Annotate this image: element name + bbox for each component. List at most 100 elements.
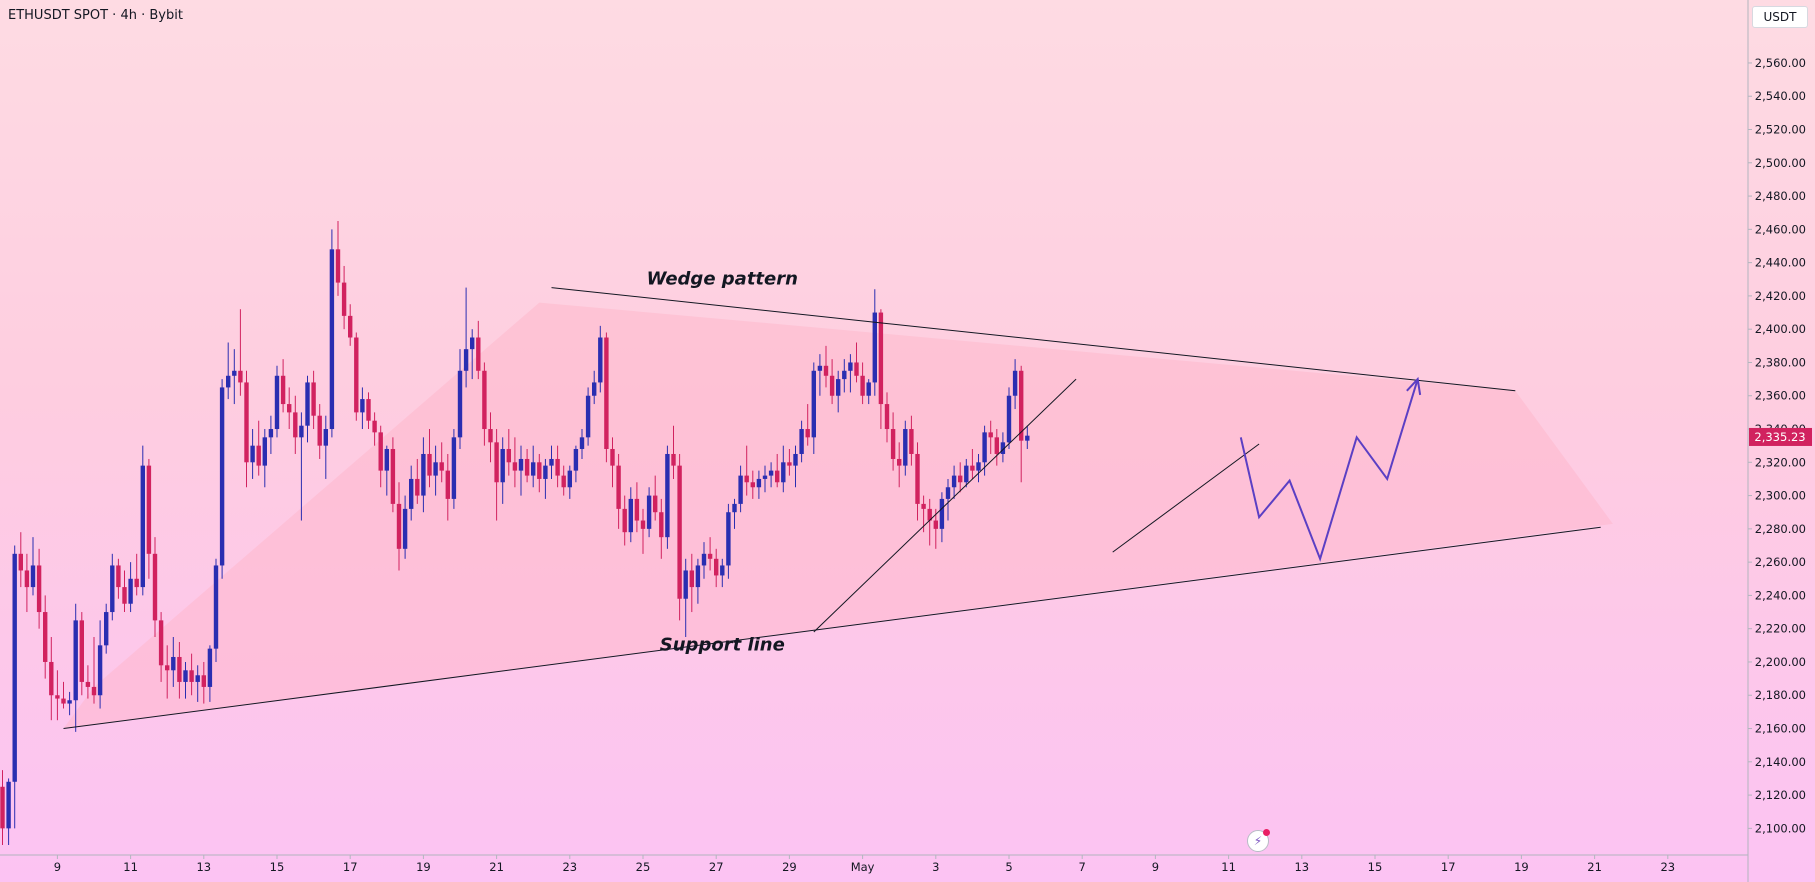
candle <box>518 445 524 496</box>
currency-unit-button[interactable]: USDT <box>1752 6 1808 28</box>
candle-body <box>665 453 670 538</box>
candle-body <box>372 420 377 433</box>
candle <box>299 412 304 521</box>
candle <box>1006 387 1012 449</box>
candle-body <box>256 445 261 466</box>
candle <box>848 354 853 393</box>
candle-body <box>67 700 72 704</box>
wedge-top-line[interactable] <box>551 287 1516 392</box>
candle <box>634 482 640 533</box>
candle-body <box>677 465 682 599</box>
candle <box>262 429 267 488</box>
candle <box>854 342 859 383</box>
candle-body <box>427 453 432 476</box>
candle <box>585 387 591 446</box>
candle-body <box>341 282 347 316</box>
candle <box>341 265 347 330</box>
candle <box>604 332 609 463</box>
candle <box>152 537 158 638</box>
candle <box>158 612 164 682</box>
candle <box>207 645 213 702</box>
candle <box>280 359 286 413</box>
candle <box>451 429 457 509</box>
candle-body <box>317 415 322 446</box>
price-tick-label: 2,500.00 <box>1755 156 1806 170</box>
candle-body <box>244 382 249 463</box>
candle <box>524 448 530 483</box>
candle-body <box>1000 442 1006 454</box>
candle <box>951 465 957 499</box>
candle <box>976 453 981 483</box>
price-tick-label: 2,240.00 <box>1755 588 1806 602</box>
candle-body <box>219 387 225 566</box>
candle-body <box>939 498 945 529</box>
candle <box>354 332 359 421</box>
candle <box>24 553 30 613</box>
candle <box>549 445 554 479</box>
candle-body <box>171 656 176 671</box>
candle-body <box>884 404 890 430</box>
candle-body <box>457 370 463 438</box>
trend-line[interactable] <box>813 378 1077 633</box>
candle-body <box>207 648 213 687</box>
candle <box>506 429 511 476</box>
candle <box>49 637 54 721</box>
candle <box>1025 425 1030 449</box>
candle <box>390 437 396 513</box>
candle <box>738 465 743 513</box>
candle <box>799 420 804 463</box>
trend-line[interactable] <box>1112 443 1260 553</box>
candle-body <box>311 382 316 416</box>
candle <box>665 445 670 549</box>
candle <box>915 442 920 521</box>
candle <box>945 478 951 521</box>
candle-body <box>226 375 231 388</box>
candle-body <box>1006 395 1012 443</box>
candle <box>366 392 371 430</box>
candle <box>781 445 786 493</box>
candle <box>396 482 402 571</box>
candle <box>811 362 816 454</box>
candle-body <box>299 425 304 438</box>
candle <box>793 445 798 488</box>
time-tick-label: 11 <box>1221 860 1236 874</box>
candle-body <box>805 429 810 438</box>
candle-body <box>287 404 292 413</box>
annotation-label: Support line <box>660 634 785 655</box>
candle-body <box>354 337 359 413</box>
time-tick-label: 27 <box>709 860 724 874</box>
candle-body <box>604 337 609 449</box>
time-tick-label: 29 <box>782 860 797 874</box>
candle-body <box>232 370 237 376</box>
lightning-icon[interactable]: ⚡ <box>1247 829 1270 852</box>
candle <box>756 470 762 499</box>
candle-body <box>433 462 438 476</box>
candle-body <box>689 570 694 588</box>
price-tick-label: 2,320.00 <box>1755 455 1806 469</box>
candle-body <box>1025 435 1030 441</box>
annotation-label: Wedge pattern <box>647 268 798 289</box>
candle <box>512 437 518 488</box>
candle-body <box>707 553 713 559</box>
wedge-fill <box>63 302 1613 729</box>
support-line[interactable] <box>63 526 1601 730</box>
candle <box>73 603 78 732</box>
candle <box>134 553 139 596</box>
candle-body <box>958 475 963 483</box>
candle-body <box>964 465 969 483</box>
candle-body <box>116 565 121 588</box>
candle-body <box>903 429 908 466</box>
price-tick-label: 2,120.00 <box>1755 788 1806 802</box>
time-tick-label: 23 <box>1660 860 1675 874</box>
candle <box>488 412 493 463</box>
candle <box>939 492 945 543</box>
candle-body <box>555 458 560 476</box>
candle <box>250 429 255 479</box>
last-price-label: 2,335.23 <box>1754 430 1805 444</box>
price-tick-label: 2,380.00 <box>1755 355 1806 369</box>
forecast-path[interactable] <box>1239 378 1419 562</box>
time-tick-label: 19 <box>1514 860 1529 874</box>
candle <box>421 437 426 513</box>
candle <box>866 379 871 405</box>
